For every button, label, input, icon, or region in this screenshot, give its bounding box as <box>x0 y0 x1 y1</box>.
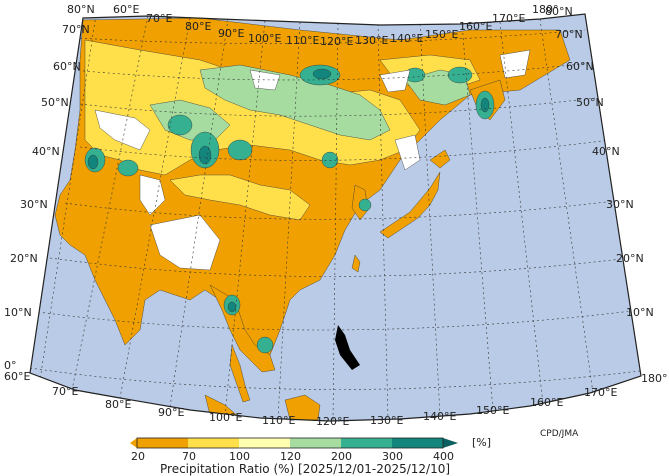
colorbar-swatch-100-120 <box>239 438 290 448</box>
ratio-300-400-blob-10 <box>227 301 237 313</box>
ratio-200-300-blob-11 <box>256 336 274 354</box>
lon-label-120e-bottom: 120°E <box>316 415 349 428</box>
philippines <box>335 325 360 370</box>
lon-label-90e-bottom: 90°E <box>158 406 184 419</box>
lat-label-20n-left: 20°N <box>10 252 38 265</box>
colorbar-swatch-120-200 <box>290 438 341 448</box>
lat-label-30n-left: 30°N <box>20 198 48 211</box>
graticule <box>30 14 641 421</box>
colorbar-unit: [%] <box>472 436 491 449</box>
lon-label-120e-top: 120°E <box>320 35 353 48</box>
colorbar: 20 70 100 120 200 300 400 [%] Precipitat… <box>130 436 491 476</box>
lon-label-70e-bottom: 70°E <box>52 385 78 398</box>
lat-label-0-left: 0° <box>4 359 17 372</box>
japan-hokkaido <box>429 149 451 169</box>
lon-label-130e-top: 130°E <box>355 34 388 47</box>
no-data-region-arabia <box>149 214 221 271</box>
lon-label-150e-top: 150°E <box>425 28 458 41</box>
lon-label-130e-bottom: 130°E <box>370 414 403 427</box>
lat-label-40n-left: 40°N <box>32 145 60 158</box>
colorbar-tick-70: 70 <box>182 450 196 463</box>
lon-label-60e-top: 60°E <box>113 3 139 16</box>
colorbar-swatch-20-70 <box>137 438 188 448</box>
ratio-200-300-blob-8 <box>447 66 473 84</box>
no-data-region-tibet <box>139 174 166 216</box>
lat-label-70n-right: 70°N <box>555 28 583 41</box>
ratio-70-100-central <box>169 174 311 221</box>
japan-honshu <box>379 171 441 239</box>
lat-label-40n-right: 40°N <box>592 145 620 158</box>
lon-label-160e-bottom: 160°E <box>530 396 563 409</box>
lat-label-50n-left: 50°N <box>41 96 69 109</box>
lon-label-110e-bottom: 110°E <box>262 414 295 427</box>
colorbar-tick-20: 20 <box>131 450 145 463</box>
ratio-300-400-blob-1 <box>312 68 332 80</box>
lon-label-70e-top: 70°E <box>146 12 172 25</box>
no-data-region-mongolia <box>249 69 281 91</box>
lon-label-150e-bottom: 150°E <box>476 404 509 417</box>
lat-label-10n-left: 10°N <box>4 306 32 319</box>
credit-label: CPD/JMA <box>540 429 579 439</box>
colorbar-swatch-300-400 <box>392 438 443 448</box>
lat-label-50n-right: 50°N <box>576 96 604 109</box>
lon-label-170e-bottom: 170°E <box>584 386 617 399</box>
ratio-300-400-blob-6 <box>87 154 99 170</box>
colorbar-arrow-low <box>130 438 137 448</box>
lon-label-100e-bottom: 100°E <box>209 411 242 424</box>
ratio-200-300-blob-3 <box>167 114 193 136</box>
colorbar-tick-100: 100 <box>229 450 250 463</box>
lat-label-10n-right: 10°N <box>626 306 654 319</box>
lon-label-80e-bottom: 80°E <box>105 398 131 411</box>
colorbar-swatch-70-100 <box>188 438 239 448</box>
no-data-region-ne <box>379 69 411 93</box>
lon-label-140e-top: 140°E <box>390 32 423 45</box>
no-data-region-west <box>94 109 151 151</box>
ratio-300-400-blob-12 <box>480 97 490 113</box>
ratio-300-400-blob-2 <box>198 145 212 165</box>
lon-label-60e-bottom: 60°E <box>4 370 30 383</box>
lat-label-80n-right: 80°N <box>545 5 573 18</box>
lat-label-20n-right: 20°N <box>616 252 644 265</box>
lon-label-90e-top: 90°E <box>218 27 244 40</box>
colorbar-swatch-200-300 <box>341 438 392 448</box>
no-data-region-manchuria <box>394 134 421 171</box>
colorbar-tick-300: 300 <box>382 450 403 463</box>
lon-label-80e-top: 80°E <box>185 20 211 33</box>
colorbar-title: Precipitation Ratio (%) [2025/12/01-2025… <box>160 462 450 476</box>
lon-label-180-bottom: 180° <box>641 372 668 385</box>
lat-label-80n-left: 80°N <box>67 3 95 16</box>
colorbar-tick-120: 120 <box>280 450 301 463</box>
lat-label-60n-right: 60°N <box>566 60 594 73</box>
lat-label-30n-right: 30°N <box>606 198 634 211</box>
colorbar-arrow-high <box>443 438 458 448</box>
taiwan <box>351 254 361 273</box>
lat-label-70n-left: 70°N <box>62 23 90 36</box>
ratio-200-300-blob-13 <box>358 198 372 212</box>
lon-label-140e-bottom: 140°E <box>423 410 456 423</box>
borneo <box>284 394 321 421</box>
colorbar-tick-400: 400 <box>433 450 454 463</box>
ratio-200-300-blob-7 <box>117 159 139 177</box>
lon-label-160e-top: 160°E <box>459 20 492 33</box>
lat-label-60n-left: 60°N <box>53 60 81 73</box>
map-frame <box>29 13 642 422</box>
lon-label-170e-top: 170°E <box>492 12 525 25</box>
lon-label-110e-top: 110°E <box>286 34 319 47</box>
lon-label-100e-top: 100°E <box>248 32 281 45</box>
ratio-200-300-blob-4 <box>227 139 253 161</box>
lon-label-180-top: 180° <box>532 3 559 16</box>
colorbar-tick-200: 200 <box>331 450 352 463</box>
